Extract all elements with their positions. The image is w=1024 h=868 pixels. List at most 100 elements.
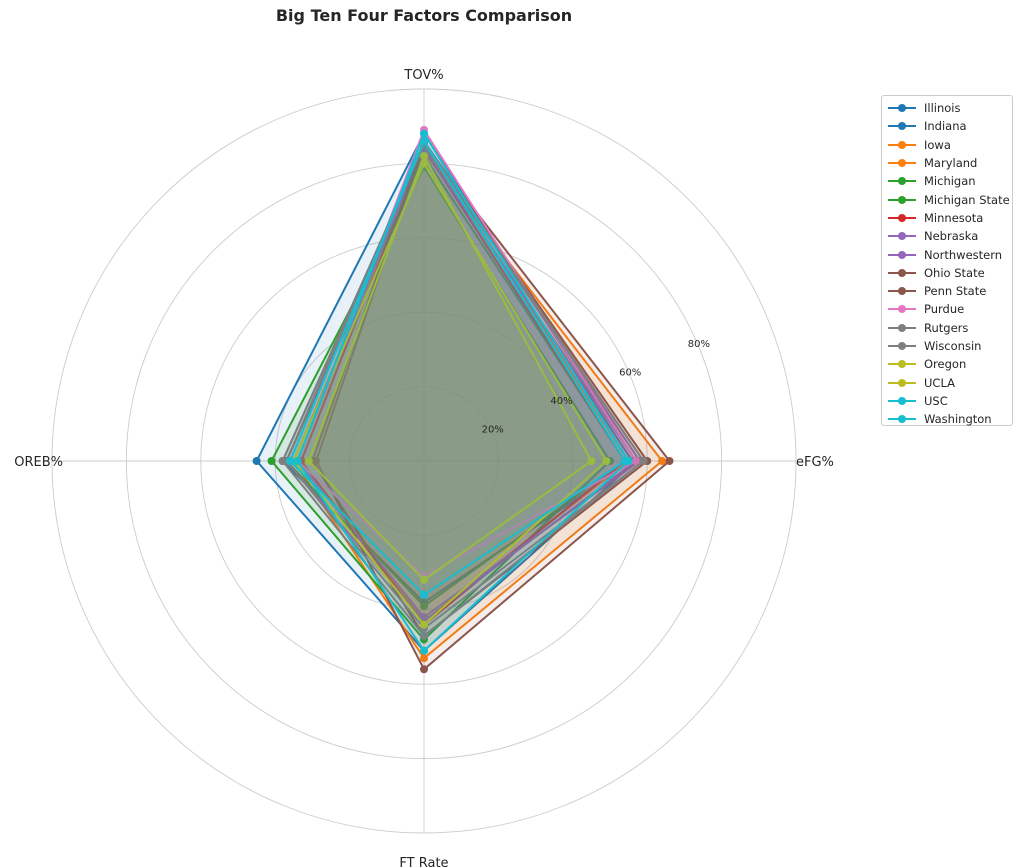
legend: Illinois Indiana Iowa Maryland Michigan Michi… (881, 95, 1013, 426)
legend-label: Illinois (924, 101, 961, 116)
legend-swatch (888, 159, 916, 168)
radial-tick-label: 40% (550, 396, 572, 407)
data-point (639, 457, 648, 465)
data-point (420, 159, 428, 168)
legend-item: Northwestern (888, 245, 1012, 263)
data-point (420, 631, 428, 640)
legend-swatch (888, 213, 916, 222)
legend-swatch (888, 195, 916, 204)
data-point (420, 654, 428, 663)
legend-swatch (888, 268, 916, 277)
data-point (632, 457, 640, 465)
legend-swatch (888, 360, 916, 369)
legend-swatch (888, 378, 916, 387)
legend-swatch (888, 415, 916, 424)
legend-label: Rutgers (924, 320, 969, 335)
data-point (252, 457, 261, 465)
legend-item: Minnesota (888, 209, 1012, 227)
data-point (658, 457, 667, 465)
series-area (297, 133, 629, 651)
data-point (420, 646, 428, 655)
data-point (665, 457, 674, 465)
radar-chart: 20% 40% 60% 80% eFG% TOV% OREB% FT Rate (14, 68, 834, 868)
legend-item: Penn State (888, 282, 1012, 300)
legend-label: Maryland (924, 156, 978, 171)
data-point (420, 620, 428, 629)
legend-swatch (888, 305, 916, 314)
axis-label: eFG% (796, 455, 834, 470)
data-point (420, 576, 428, 584)
legend-item: Washington (888, 410, 1012, 428)
legend-label: Penn State (924, 284, 987, 299)
data-point (620, 457, 629, 465)
legend-item: Michigan (888, 172, 1012, 190)
data-point (420, 613, 428, 622)
legend-item: Maryland (888, 154, 1012, 172)
legend-label: USC (924, 393, 948, 408)
legend-item: Michigan State (888, 190, 1012, 208)
axis-label: TOV% (403, 68, 443, 83)
data-point (293, 457, 302, 465)
series-area (293, 152, 663, 659)
legend-item: Ohio State (888, 264, 1012, 282)
data-point (420, 152, 428, 160)
legend-label: Michigan State (924, 192, 1010, 207)
series-usc (293, 129, 633, 655)
legend-item: Wisconsin (888, 337, 1012, 355)
legend-label: Purdue (924, 302, 965, 317)
legend-swatch (888, 323, 916, 332)
legend-swatch (888, 250, 916, 259)
radial-tick-label: 60% (619, 368, 641, 379)
radar-labels: 20% 40% 60% 80% eFG% TOV% OREB% FT Rate (14, 68, 834, 868)
legend-item: Rutgers (888, 319, 1012, 337)
axis-label: FT Rate (399, 856, 448, 868)
data-point (420, 590, 428, 599)
legend-swatch (888, 287, 916, 296)
data-point (420, 129, 428, 138)
legend-item: Iowa (888, 136, 1012, 154)
radial-tick-label: 80% (688, 339, 710, 350)
data-point (420, 602, 428, 611)
legend-item: Oregon (888, 355, 1012, 373)
radial-tick-label: 20% (482, 425, 504, 436)
legend-item: USC (888, 392, 1012, 410)
legend-item: Purdue (888, 300, 1012, 318)
legend-item: Illinois (888, 99, 1012, 117)
legend-item: Nebraska (888, 227, 1012, 245)
series-washington (286, 137, 629, 599)
legend-label: Northwestern (924, 247, 1003, 262)
legend-swatch (888, 396, 916, 405)
legend-label: Nebraska (924, 229, 979, 244)
axis-label: OREB% (14, 455, 63, 470)
legend-label: Ohio State (924, 265, 985, 280)
chart-title: Big Ten Four Factors Comparison (275, 6, 573, 25)
series-area (282, 144, 633, 603)
legend-label: Indiana (924, 119, 967, 134)
data-point (587, 457, 596, 465)
legend-label: Minnesota (924, 210, 984, 225)
legend-label: Michigan (924, 174, 976, 189)
series-area (286, 156, 625, 607)
legend-label: Oregon (924, 357, 967, 372)
series-area (293, 163, 607, 625)
legend-swatch (888, 104, 916, 113)
data-point (278, 457, 287, 465)
series-oregon (304, 152, 596, 584)
data-point (286, 457, 295, 465)
series-area (290, 141, 625, 595)
legend-swatch (888, 122, 916, 131)
legend-label: UCLA (924, 375, 955, 390)
legend-label: Washington (924, 412, 992, 427)
legend-item: UCLA (888, 373, 1012, 391)
legend-label: Wisconsin (924, 339, 982, 353)
series-area (308, 156, 592, 580)
legend-swatch (888, 177, 916, 186)
data-point (420, 665, 428, 674)
series-area (316, 144, 670, 670)
legend-swatch (888, 232, 916, 241)
series-area (312, 141, 648, 636)
radar-series (252, 125, 674, 674)
data-point (602, 457, 611, 465)
data-point (267, 457, 276, 465)
legend-swatch (888, 140, 916, 149)
